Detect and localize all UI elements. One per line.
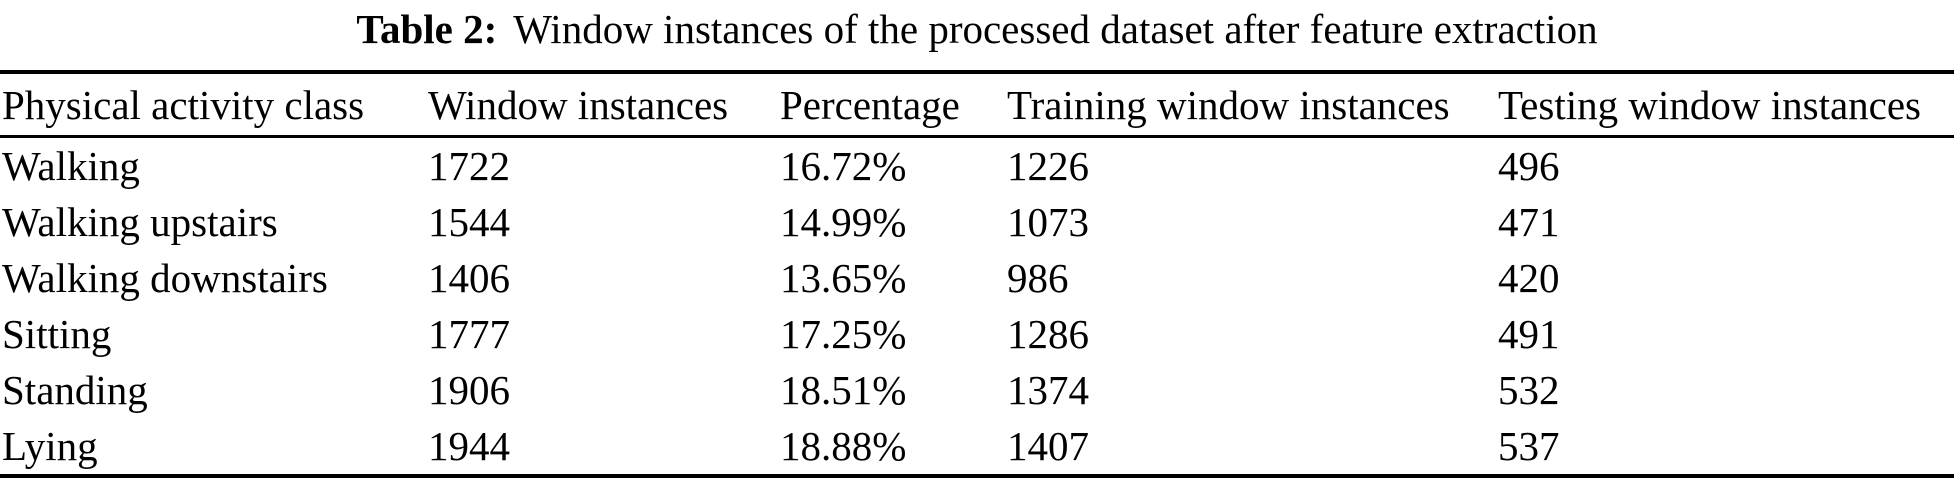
- table-row: Walking downstairs 1406 13.65% 986 420: [0, 250, 1954, 306]
- table-cell: 18.51%: [780, 367, 907, 413]
- table-row: Walking 1722 16.72% 1226 496: [0, 137, 1954, 195]
- table-cell: Walking: [2, 143, 140, 189]
- table-caption-text: Window instances of the processed datase…: [513, 6, 1598, 52]
- table-row: Walking upstairs 1544 14.99% 1073 471: [0, 194, 1954, 250]
- column-header-testing-window-instances: Testing window instances: [1498, 72, 1954, 138]
- table-caption: Table 2: Window instances of the processe…: [0, 0, 1954, 70]
- table-cell: 17.25%: [780, 311, 907, 357]
- table-cell: 1407: [1007, 423, 1089, 469]
- table-cell: 1226: [1007, 143, 1089, 189]
- column-header-percentage: Percentage: [780, 72, 1007, 138]
- table-cell: 1777: [428, 311, 510, 357]
- table-cell: 986: [1007, 255, 1069, 301]
- table-cell: 1406: [428, 255, 510, 301]
- table-cell: Walking downstairs: [2, 255, 328, 301]
- table-cell: Sitting: [2, 311, 112, 357]
- column-header-training-window-instances: Training window instances: [1007, 72, 1498, 138]
- table-cell: 18.88%: [780, 423, 907, 469]
- header-row: Physical activity class Window instances…: [0, 72, 1954, 138]
- table-cell: 1944: [428, 423, 510, 469]
- table-cell: 1374: [1007, 367, 1089, 413]
- table-cell: 1906: [428, 367, 510, 413]
- table-cell: Walking upstairs: [2, 199, 278, 245]
- table-row: Sitting 1777 17.25% 1286 491: [0, 306, 1954, 362]
- table-cell: 1544: [428, 199, 510, 245]
- table-cell: 13.65%: [780, 255, 907, 301]
- table-row: Lying 1944 18.88% 1407 537: [0, 418, 1954, 476]
- table-cell: 496: [1498, 143, 1560, 189]
- table-cell: 471: [1498, 199, 1560, 245]
- table-cell: Lying: [2, 423, 98, 469]
- table-cell: Standing: [2, 367, 148, 413]
- table-cell: 1286: [1007, 311, 1089, 357]
- column-header-window-instances: Window instances: [428, 72, 780, 138]
- table-caption-label: Table 2:: [356, 6, 498, 52]
- table-cell: 1073: [1007, 199, 1089, 245]
- table-cell: 532: [1498, 367, 1560, 413]
- table-cell: 1722: [428, 143, 510, 189]
- table-cell: 537: [1498, 423, 1560, 469]
- table-cell: 420: [1498, 255, 1560, 301]
- table-row: Standing 1906 18.51% 1374 532: [0, 362, 1954, 418]
- table-cell: 14.99%: [780, 199, 907, 245]
- column-header-physical-activity-class: Physical activity class: [0, 72, 428, 138]
- window-instances-table: Physical activity class Window instances…: [0, 70, 1954, 478]
- table-cell: 16.72%: [780, 143, 907, 189]
- table-cell: 491: [1498, 311, 1560, 357]
- table-body: Walking 1722 16.72% 1226 496 Walking upstairs…: [0, 137, 1954, 477]
